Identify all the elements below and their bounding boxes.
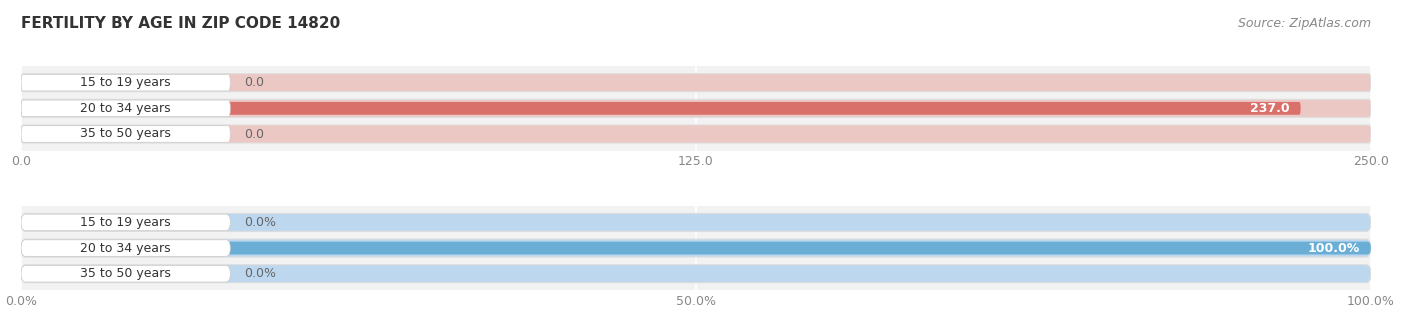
Text: 15 to 19 years: 15 to 19 years (80, 76, 172, 89)
Text: 100.0%: 100.0% (1308, 242, 1360, 254)
Text: FERTILITY BY AGE IN ZIP CODE 14820: FERTILITY BY AGE IN ZIP CODE 14820 (21, 16, 340, 31)
FancyBboxPatch shape (21, 214, 1371, 231)
Text: 0.0%: 0.0% (243, 267, 276, 280)
FancyBboxPatch shape (21, 214, 231, 231)
Text: 15 to 19 years: 15 to 19 years (80, 216, 172, 229)
Text: 0.0: 0.0 (243, 76, 264, 89)
FancyBboxPatch shape (21, 242, 1371, 254)
FancyBboxPatch shape (21, 265, 231, 282)
Text: 0.0: 0.0 (243, 127, 264, 141)
FancyBboxPatch shape (21, 240, 231, 256)
Text: 35 to 50 years: 35 to 50 years (80, 267, 172, 280)
FancyBboxPatch shape (21, 102, 1301, 115)
FancyBboxPatch shape (21, 265, 1371, 283)
FancyBboxPatch shape (21, 74, 1371, 92)
Text: 20 to 34 years: 20 to 34 years (80, 102, 172, 115)
FancyBboxPatch shape (21, 125, 1371, 143)
Text: 237.0: 237.0 (1250, 102, 1289, 115)
FancyBboxPatch shape (21, 99, 1371, 117)
Text: 20 to 34 years: 20 to 34 years (80, 242, 172, 254)
Text: 35 to 50 years: 35 to 50 years (80, 127, 172, 141)
Text: Source: ZipAtlas.com: Source: ZipAtlas.com (1237, 16, 1371, 29)
FancyBboxPatch shape (21, 126, 231, 142)
FancyBboxPatch shape (21, 100, 231, 116)
Text: 0.0%: 0.0% (243, 216, 276, 229)
FancyBboxPatch shape (21, 239, 1371, 257)
FancyBboxPatch shape (21, 75, 231, 91)
